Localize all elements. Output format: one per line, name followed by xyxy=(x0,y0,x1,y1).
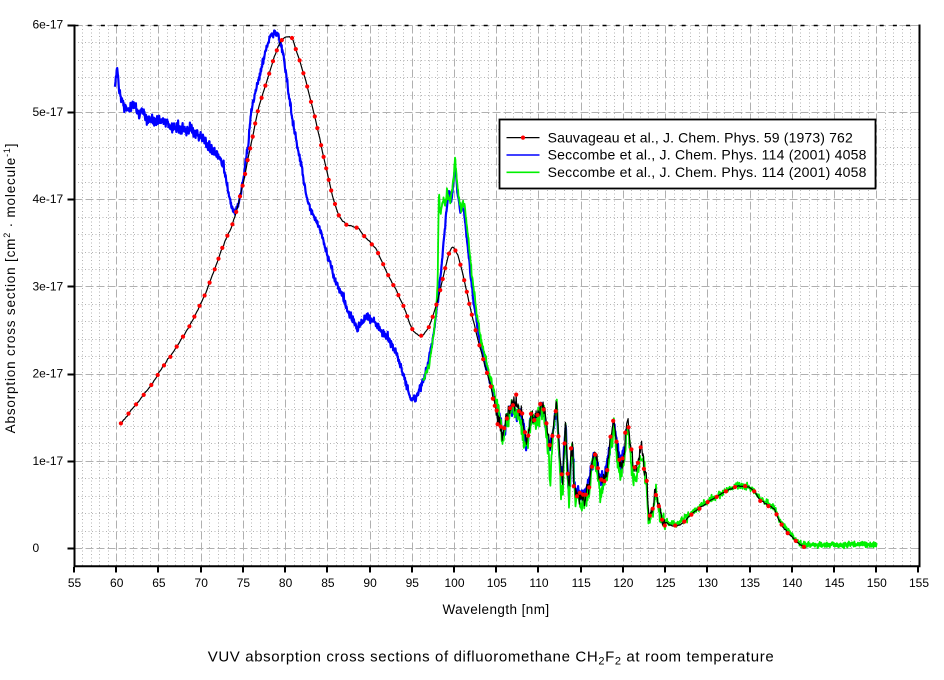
svg-text:110: 110 xyxy=(529,576,548,590)
svg-text:3e-17: 3e-17 xyxy=(33,279,64,293)
svg-text:80: 80 xyxy=(279,576,293,590)
svg-text:5e-17: 5e-17 xyxy=(33,105,64,119)
svg-text:VUV absorption cross sections: VUV absorption cross sections of difluor… xyxy=(208,649,775,668)
svg-text:Seccombe et al., J. Chem. Phys: Seccombe et al., J. Chem. Phys. 114 (200… xyxy=(548,164,867,180)
svg-text:60: 60 xyxy=(110,576,124,590)
svg-text:65: 65 xyxy=(152,576,166,590)
svg-text:130: 130 xyxy=(698,576,718,590)
svg-text:120: 120 xyxy=(613,576,633,590)
svg-text:115: 115 xyxy=(572,576,591,590)
svg-text:75: 75 xyxy=(237,576,251,590)
svg-text:2e-17: 2e-17 xyxy=(33,367,64,381)
svg-text:155: 155 xyxy=(909,576,929,590)
svg-text:135: 135 xyxy=(740,576,760,590)
svg-text:105: 105 xyxy=(487,576,507,590)
svg-text:Sauvageau et al., J. Chem. Phy: Sauvageau et al., J. Chem. Phys. 59 (197… xyxy=(548,129,853,145)
svg-text:85: 85 xyxy=(321,576,335,590)
svg-text:145: 145 xyxy=(825,576,845,590)
svg-text:70: 70 xyxy=(195,576,209,590)
svg-text:Absorption cross section [cm2: Absorption cross section [cm2 · molecule… xyxy=(2,143,18,434)
svg-text:Wavelength [nm]: Wavelength [nm] xyxy=(442,602,549,617)
svg-text:90: 90 xyxy=(363,576,377,590)
svg-text:0: 0 xyxy=(33,541,40,555)
svg-text:100: 100 xyxy=(444,576,464,590)
svg-text:Seccombe et al., J. Chem. Phys: Seccombe et al., J. Chem. Phys. 114 (200… xyxy=(548,147,867,163)
svg-text:140: 140 xyxy=(782,576,802,590)
svg-text:55: 55 xyxy=(68,576,82,590)
svg-text:125: 125 xyxy=(656,576,676,590)
svg-text:1e-17: 1e-17 xyxy=(33,454,64,468)
svg-text:95: 95 xyxy=(406,576,420,590)
svg-text:4e-17: 4e-17 xyxy=(33,192,64,206)
svg-text:150: 150 xyxy=(867,576,887,590)
svg-text:6e-17: 6e-17 xyxy=(33,18,64,32)
